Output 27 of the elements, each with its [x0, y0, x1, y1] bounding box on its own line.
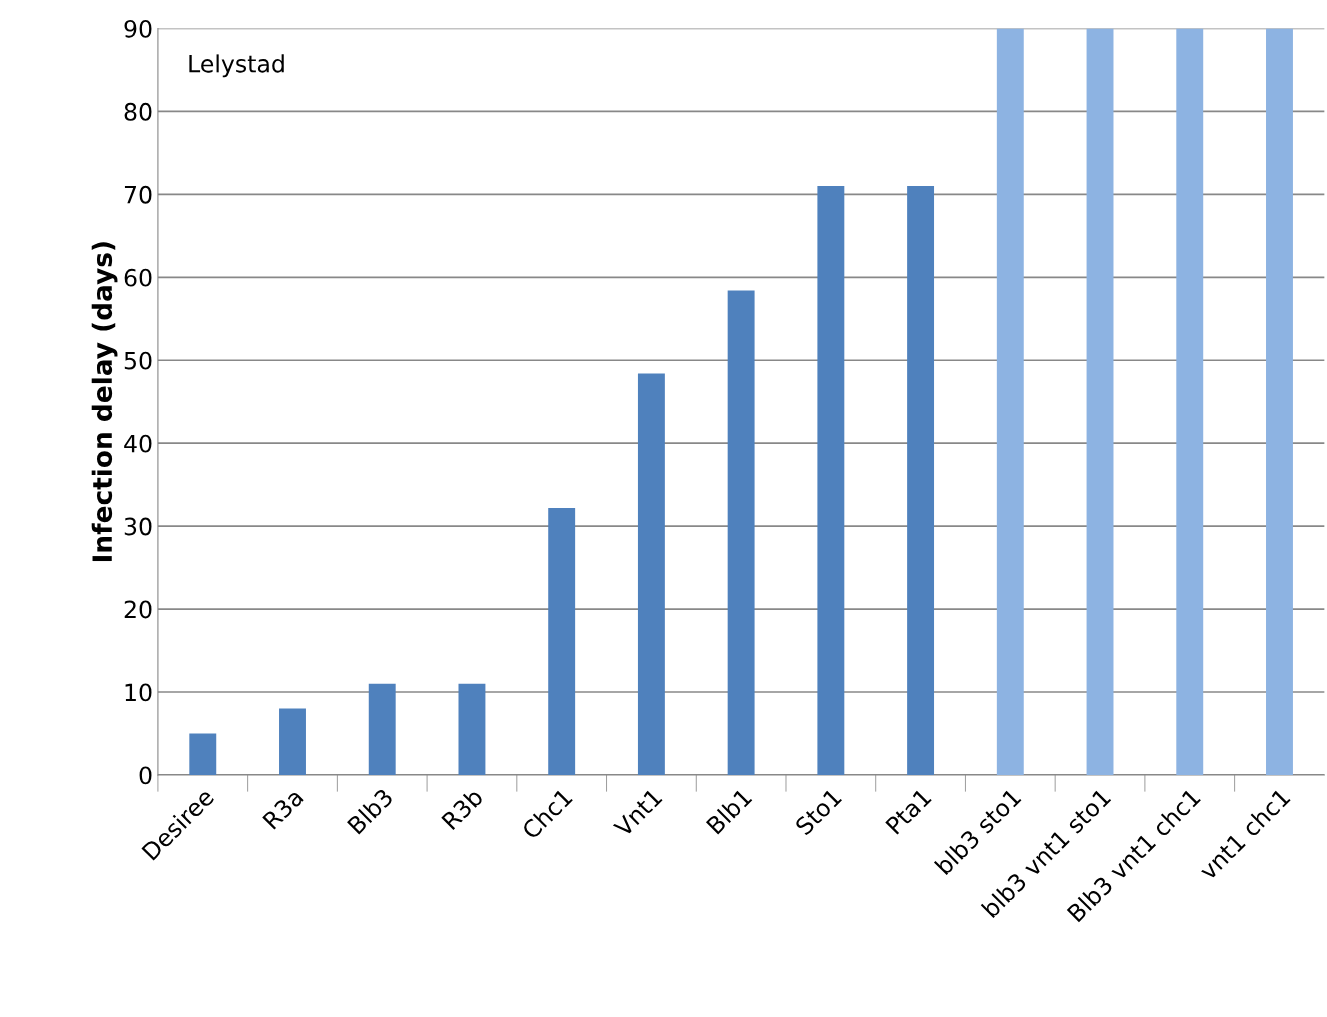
bar [996, 28, 1024, 775]
bar [279, 708, 306, 775]
bar [368, 683, 396, 775]
bar [458, 683, 486, 775]
y-axis-title: Infection delay (days) [91, 242, 118, 562]
x-tick-label: R3b [440, 786, 484, 831]
bar [1176, 28, 1204, 775]
bar [727, 290, 755, 775]
y-tick-label: 80 [124, 102, 152, 121]
y-tick-label: 50 [124, 351, 152, 370]
bar [548, 507, 576, 775]
bar [1266, 28, 1293, 775]
y-tick-label: 0 [139, 766, 152, 785]
bar [189, 733, 217, 775]
bar [1086, 28, 1114, 775]
bar [637, 373, 665, 775]
y-tick-label: 30 [124, 517, 152, 536]
annotation: Lelystad [189, 54, 284, 78]
x-tick-label: R3a [261, 787, 304, 830]
bar [907, 186, 935, 775]
y-tick-label: 40 [124, 434, 152, 453]
y-tick-label: 70 [124, 185, 152, 204]
y-tick-label: 10 [125, 683, 152, 702]
y-tick-label: 60 [124, 268, 152, 287]
y-tick-label: 20 [124, 600, 152, 619]
bar [817, 186, 845, 775]
y-tick-label: 90 [124, 19, 152, 38]
